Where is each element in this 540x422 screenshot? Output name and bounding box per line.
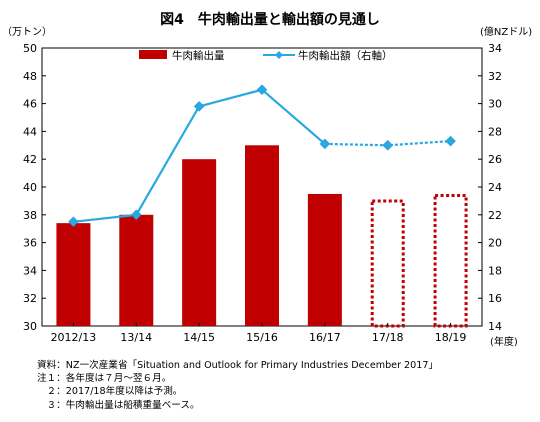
right-tick-label: 18 [488,264,502,277]
x-axis-unit: (年度) [490,335,518,348]
plot-area: 30 32 34 36 38 40 42 44 46 48 50 14 16 18 20 22 24 26 28 30… [23,42,502,344]
bar [119,214,154,326]
legend-label-line: 牛肉輸出額（右軸） [298,49,393,62]
bar-forecast [370,199,405,328]
right-tick-label: 32 [488,70,502,83]
x-tick-label: 17/18 [372,331,404,344]
right-tick-label: 24 [488,181,502,194]
left-axis-unit: （万トン） [2,26,52,38]
right-tick-label: 20 [488,237,502,250]
left-tick-label: 36 [23,237,37,250]
legend-marker-line [275,51,283,59]
left-tick-label: 40 [23,181,37,194]
x-tick-label: 18/19 [435,331,467,344]
chart: 図4 牛肉輸出量と輸出額の見通し （万トン） (億NZドル) (年度) 牛肉輸出… [2,11,532,348]
x-tick-label: 14/15 [183,331,215,344]
bar [182,159,217,326]
note-2: ２：2017/18年度以降は予測。 [37,386,183,398]
right-tick-label: 14 [488,320,502,333]
line-point [319,138,331,150]
line-point [193,101,205,112]
left-tick-label: 44 [23,125,37,138]
right-tick-label: 22 [488,209,502,222]
x-tick-label: 13/14 [120,331,152,344]
right-tick-label: 34 [488,42,502,55]
bar-forecast [433,193,468,328]
right-tick-label: 28 [488,125,502,138]
line-point [68,216,79,228]
x-tick-label: 2012/13 [51,331,97,344]
notes: 資料：NZ一次産業省「Situation and Outlook for Pri… [37,359,532,412]
right-tick-label: 30 [488,98,502,111]
left-tick-label: 34 [23,264,37,277]
right-axis-unit: (億NZドル) [480,25,532,38]
note-3: ３：牛肉輸出量は船積重量ベース。 [37,399,200,411]
note-1: 注１：各年度は７月～翌６月。 [37,373,172,385]
line-point [256,84,268,96]
note-source: 資料：NZ一次産業省「Situation and Outlook for Pri… [37,360,439,371]
bar [56,223,91,326]
legend-swatch-bars [139,50,167,59]
right-tick-label: 26 [488,153,502,166]
left-tick-label: 30 [23,320,37,333]
left-tick-label: 46 [23,98,37,111]
bar [307,193,342,326]
left-tick-label: 50 [23,42,37,55]
left-tick-label: 42 [23,153,37,166]
chart-title: 図4 牛肉輸出量と輸出額の見通し [160,11,380,28]
x-tick-label: 16/17 [309,331,341,344]
bar [245,145,279,326]
left-tick-label: 48 [23,70,37,83]
line-point [130,209,142,221]
x-tick-label: 15/16 [246,331,278,344]
legend-label-bars: 牛肉輸出量 [172,49,225,62]
left-tick-label: 32 [23,292,37,305]
left-tick-label: 38 [23,209,37,222]
right-tick-label: 16 [488,292,502,305]
line-point [382,139,394,151]
line-point [445,135,456,147]
chart-legend: 牛肉輸出量 牛肉輸出額（右軸） [139,49,393,62]
